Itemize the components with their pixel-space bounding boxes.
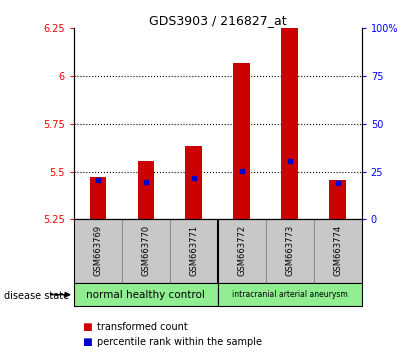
Text: disease state: disease state: [4, 291, 69, 301]
Text: transformed count: transformed count: [97, 322, 187, 332]
Bar: [74, 283, 218, 306]
Text: ■: ■: [82, 337, 92, 347]
Bar: [233, 63, 250, 219]
Bar: [185, 146, 202, 219]
Text: normal healthy control: normal healthy control: [86, 290, 206, 300]
Text: intracranial arterial aneurysm: intracranial arterial aneurysm: [232, 290, 348, 299]
Text: GSM663774: GSM663774: [333, 224, 342, 276]
Bar: [282, 28, 298, 219]
Text: GSM663773: GSM663773: [285, 224, 294, 276]
Bar: [218, 283, 362, 306]
Title: GDS3903 / 216827_at: GDS3903 / 216827_at: [149, 14, 286, 27]
Text: percentile rank within the sample: percentile rank within the sample: [97, 337, 261, 347]
Text: ■: ■: [82, 322, 92, 332]
Bar: [90, 177, 106, 219]
Bar: [329, 180, 346, 219]
Text: GSM663769: GSM663769: [93, 224, 102, 276]
Text: GSM663771: GSM663771: [189, 224, 199, 276]
Text: GSM663772: GSM663772: [237, 224, 246, 276]
Text: GSM663770: GSM663770: [141, 224, 150, 276]
Bar: [138, 161, 154, 219]
